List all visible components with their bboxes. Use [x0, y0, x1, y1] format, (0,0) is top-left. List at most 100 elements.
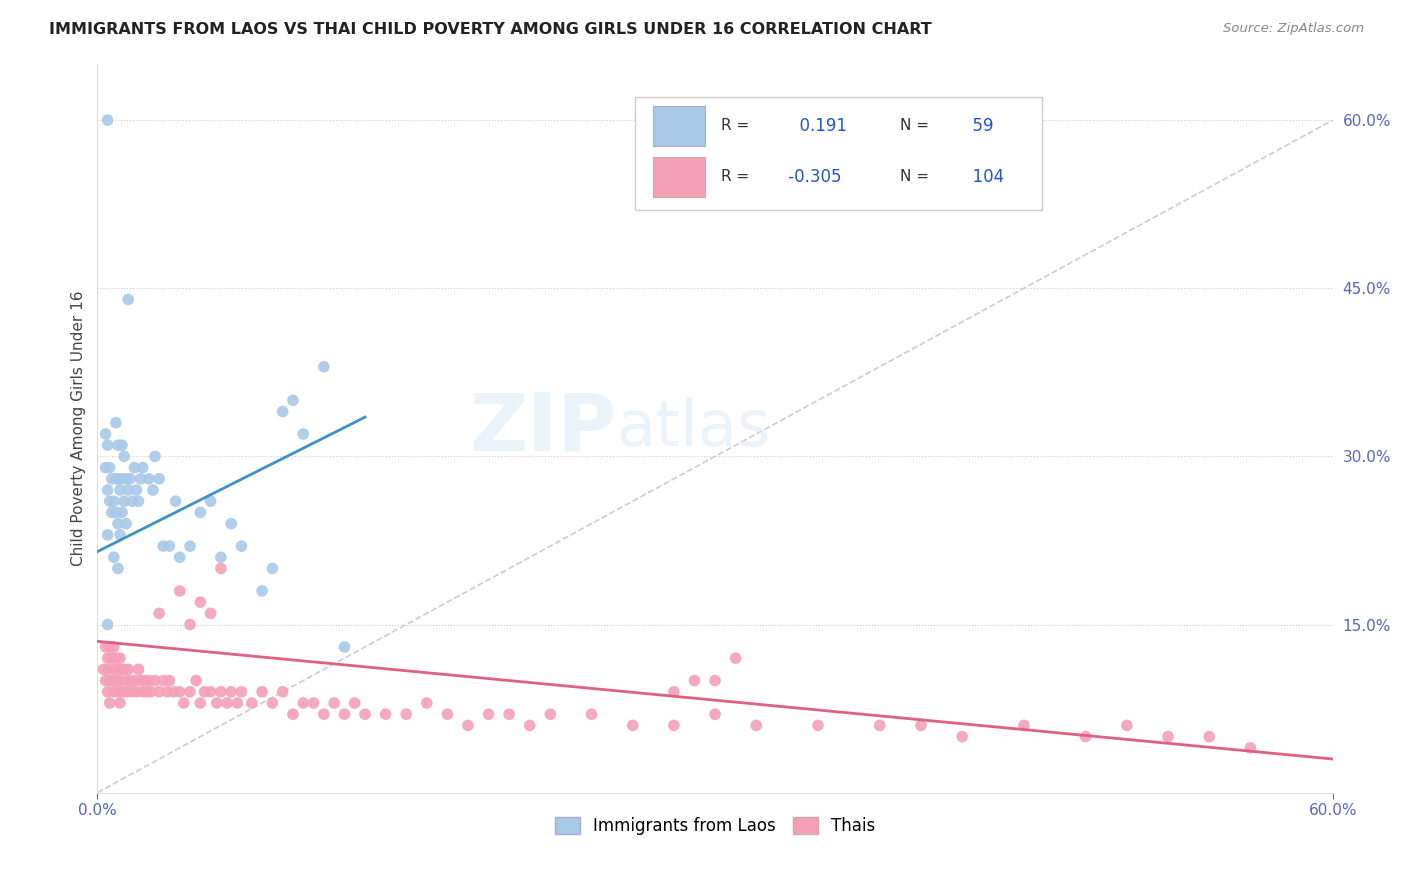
Point: [112, 685, 135, 699]
Point: [111, 472, 134, 486]
Point: [193, 685, 215, 699]
Point: [262, 561, 284, 575]
Point: [100, 673, 122, 688]
Point: [103, 662, 125, 676]
Point: [333, 707, 356, 722]
Point: [117, 483, 139, 497]
Point: [169, 583, 191, 598]
Point: [94, 673, 117, 688]
Point: [97, 662, 120, 676]
Point: [1198, 730, 1220, 744]
Point: [120, 673, 142, 688]
Point: [103, 640, 125, 654]
Point: [104, 651, 127, 665]
Point: [97, 113, 120, 128]
Point: [134, 673, 156, 688]
Point: [621, 718, 644, 732]
Point: [103, 685, 125, 699]
Point: [217, 696, 239, 710]
Point: [333, 640, 356, 654]
Point: [138, 472, 160, 486]
Point: [152, 673, 174, 688]
Point: [115, 673, 138, 688]
Point: [128, 494, 150, 508]
Point: [97, 617, 120, 632]
Point: [112, 662, 135, 676]
Point: [138, 673, 160, 688]
FancyBboxPatch shape: [654, 106, 706, 146]
Point: [323, 696, 346, 710]
Point: [117, 293, 139, 307]
Point: [98, 673, 121, 688]
Point: [121, 494, 143, 508]
FancyBboxPatch shape: [654, 157, 706, 197]
Point: [107, 472, 129, 486]
Point: [219, 685, 242, 699]
Point: [250, 583, 273, 598]
Point: [436, 707, 458, 722]
Point: [112, 450, 135, 464]
Point: [97, 438, 120, 452]
Point: [807, 718, 830, 732]
Point: [103, 550, 125, 565]
Point: [148, 607, 170, 621]
Point: [950, 730, 973, 744]
Point: [209, 561, 232, 575]
Point: [312, 707, 335, 722]
Point: [129, 472, 152, 486]
Point: [281, 393, 304, 408]
Point: [100, 651, 122, 665]
Point: [108, 673, 131, 688]
Point: [93, 662, 115, 676]
Text: N =: N =: [900, 119, 929, 134]
Point: [115, 472, 138, 486]
Point: [148, 685, 170, 699]
Point: [125, 483, 148, 497]
Point: [200, 685, 222, 699]
Point: [111, 505, 134, 519]
Point: [169, 550, 191, 565]
Point: [179, 685, 201, 699]
Point: [104, 505, 127, 519]
Point: [209, 550, 232, 565]
Point: [111, 438, 134, 452]
Point: [188, 505, 211, 519]
Point: [343, 696, 366, 710]
Point: [157, 673, 180, 688]
Point: [98, 640, 121, 654]
Point: [115, 516, 138, 531]
Point: [108, 483, 131, 497]
Point: [271, 685, 294, 699]
Point: [135, 685, 157, 699]
Point: [124, 460, 146, 475]
Point: [250, 685, 273, 699]
Point: [117, 662, 139, 676]
Point: [1157, 730, 1180, 744]
Point: [292, 427, 315, 442]
Point: [94, 640, 117, 654]
Point: [188, 696, 211, 710]
Point: [120, 472, 142, 486]
Point: [200, 607, 222, 621]
Point: [271, 404, 294, 418]
Point: [107, 516, 129, 531]
Point: [231, 685, 253, 699]
Point: [179, 617, 201, 632]
Point: [302, 696, 325, 710]
Point: [188, 595, 211, 609]
Point: [169, 685, 191, 699]
Point: [131, 685, 153, 699]
Text: R =: R =: [721, 169, 749, 185]
Point: [97, 685, 120, 699]
Point: [312, 359, 335, 374]
Point: [281, 707, 304, 722]
Point: [1074, 730, 1097, 744]
Point: [200, 494, 222, 508]
Point: [98, 460, 121, 475]
Point: [219, 516, 242, 531]
Point: [139, 685, 162, 699]
Point: [104, 673, 127, 688]
Point: [1115, 718, 1137, 732]
Point: [745, 718, 768, 732]
Text: 104: 104: [962, 168, 1004, 186]
